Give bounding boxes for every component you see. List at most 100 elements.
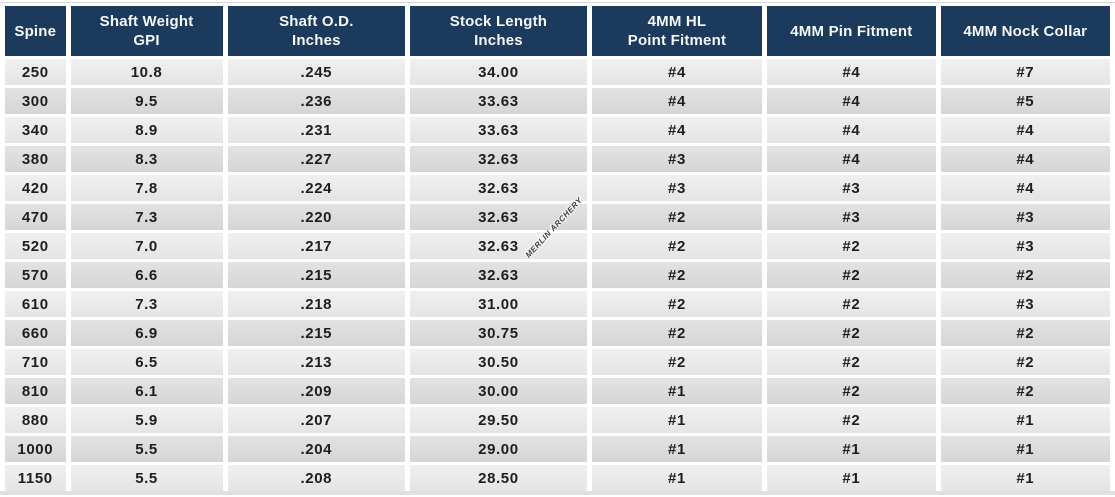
table-cell: #3 bbox=[767, 175, 936, 201]
table-cell: 1150 bbox=[5, 465, 66, 491]
table-cell: 380 bbox=[5, 146, 66, 172]
column-header-4mm-pin-fitment: 4MM Pin Fitment bbox=[767, 6, 936, 56]
table-row: 1150 5.5.208 28.50 #1 #1 #1 bbox=[5, 465, 1110, 491]
table-row: 520 7.0.217 32.63 #2 #2 #3 bbox=[5, 233, 1110, 259]
table-cell: 31.00 bbox=[410, 291, 587, 317]
table-cell: 32.63 bbox=[410, 175, 587, 201]
table-cell: 5.9 bbox=[70, 407, 223, 433]
table-cell: 420 bbox=[5, 175, 66, 201]
table-cell: #4 bbox=[767, 146, 936, 172]
table-cell: #2 bbox=[591, 349, 763, 375]
table-cell: .208 bbox=[227, 465, 406, 491]
table-cell: 32.63 bbox=[410, 204, 587, 230]
table-cell: #3 bbox=[591, 146, 763, 172]
table-cell: .204 bbox=[227, 436, 406, 462]
table-row: 610 7.3.218 31.00 #2 #2 #3 bbox=[5, 291, 1110, 317]
table-cell: #2 bbox=[940, 320, 1110, 346]
table-cell: 610 bbox=[5, 291, 66, 317]
table-cell: .215 bbox=[227, 262, 406, 288]
table-cell: 32.63 bbox=[410, 233, 587, 259]
table-cell: #4 bbox=[591, 59, 763, 85]
table-cell: #4 bbox=[767, 117, 936, 143]
table-cell: .207 bbox=[227, 407, 406, 433]
bottom-divider bbox=[0, 491, 1115, 495]
table-cell: 34.00 bbox=[410, 59, 587, 85]
table-cell: #1 bbox=[591, 378, 763, 404]
table-cell: #2 bbox=[767, 233, 936, 259]
table-cell: #2 bbox=[940, 349, 1110, 375]
table-body: 250 10.8.245 34.00 #4 #4 #7 300 9.5.236 33.63 #4 #… bbox=[5, 59, 1110, 491]
table-cell: 28.50 bbox=[410, 465, 587, 491]
table-cell: 9.5 bbox=[70, 88, 223, 114]
table-cell: .209 bbox=[227, 378, 406, 404]
table-cell: #4 bbox=[940, 146, 1110, 172]
table-cell: 7.3 bbox=[70, 291, 223, 317]
table-cell: .231 bbox=[227, 117, 406, 143]
table-cell: .245 bbox=[227, 59, 406, 85]
table-cell: #4 bbox=[591, 88, 763, 114]
table-cell: #1 bbox=[591, 407, 763, 433]
header-label: Stock Length bbox=[449, 13, 548, 30]
header-label-line2: Point Fitment bbox=[627, 32, 727, 49]
table-cell: 1000 bbox=[5, 436, 66, 462]
table-cell: #4 bbox=[767, 88, 936, 114]
table-cell: 30.00 bbox=[410, 378, 587, 404]
table-cell: 520 bbox=[5, 233, 66, 259]
table-cell: 10.8 bbox=[70, 59, 223, 85]
table-cell: #2 bbox=[767, 262, 936, 288]
table-cell: #1 bbox=[591, 465, 763, 491]
table-row: 880 5.9.207 29.50 #1 #2 #1 bbox=[5, 407, 1110, 433]
table-cell: 710 bbox=[5, 349, 66, 375]
table-cell: 5.5 bbox=[70, 436, 223, 462]
table-cell: .213 bbox=[227, 349, 406, 375]
table-cell: #1 bbox=[940, 436, 1110, 462]
table-cell: #1 bbox=[767, 436, 936, 462]
header-label-line2: Inches bbox=[474, 32, 523, 49]
table-cell: .218 bbox=[227, 291, 406, 317]
table-cell: .217 bbox=[227, 233, 406, 259]
table-cell: 29.50 bbox=[410, 407, 587, 433]
table-row: 340 8.9.231 33.63 #4 #4 #4 bbox=[5, 117, 1110, 143]
table-cell: #3 bbox=[767, 204, 936, 230]
table-cell: 470 bbox=[5, 204, 66, 230]
table-row: 660 6.9.215 30.75 #2 #2 #2 bbox=[5, 320, 1110, 346]
table-cell: #2 bbox=[591, 291, 763, 317]
table-cell: 30.75 bbox=[410, 320, 587, 346]
column-header-spine: Spine bbox=[5, 6, 66, 56]
table-row: 710 6.5.213 30.50 #2 #2 #2 bbox=[5, 349, 1110, 375]
table-cell: 250 bbox=[5, 59, 66, 85]
table-cell: .227 bbox=[227, 146, 406, 172]
table-cell: #2 bbox=[767, 320, 936, 346]
table-cell: #2 bbox=[591, 320, 763, 346]
table-cell: #2 bbox=[940, 262, 1110, 288]
table-cell: #5 bbox=[940, 88, 1110, 114]
table-cell: 7.0 bbox=[70, 233, 223, 259]
table-cell: 880 bbox=[5, 407, 66, 433]
column-header-shaft-od-inches: Shaft O.D. Inches bbox=[227, 6, 406, 56]
table-cell: 6.9 bbox=[70, 320, 223, 346]
table-cell: 340 bbox=[5, 117, 66, 143]
table-cell: 300 bbox=[5, 88, 66, 114]
top-divider bbox=[0, 2, 1115, 3]
table-cell: 33.63 bbox=[410, 88, 587, 114]
table-cell: 33.63 bbox=[410, 117, 587, 143]
table-cell: 810 bbox=[5, 378, 66, 404]
table-cell: #4 bbox=[591, 117, 763, 143]
table-row: 250 10.8.245 34.00 #4 #4 #7 bbox=[5, 59, 1110, 85]
table-cell: 5.5 bbox=[70, 465, 223, 491]
header-label: 4MM Pin Fitment bbox=[790, 22, 913, 40]
table-cell: #2 bbox=[767, 291, 936, 317]
table-cell: #2 bbox=[591, 233, 763, 259]
header-label-line2: Inches bbox=[291, 32, 341, 49]
table-cell: #7 bbox=[940, 59, 1110, 85]
table-cell: #3 bbox=[940, 204, 1110, 230]
table-cell: #4 bbox=[940, 117, 1110, 143]
table-cell: #2 bbox=[767, 349, 936, 375]
header-row: Spine Shaft Weight GPI Shaft O.D. Inches… bbox=[5, 6, 1110, 56]
table-cell: #3 bbox=[940, 233, 1110, 259]
column-header-4mm-nock-collar: 4MM Nock Collar bbox=[940, 6, 1110, 56]
table-cell: 6.6 bbox=[70, 262, 223, 288]
table-row: 420 7.8.224 32.63 #3 #3 #4 bbox=[5, 175, 1110, 201]
table-cell: #1 bbox=[767, 465, 936, 491]
